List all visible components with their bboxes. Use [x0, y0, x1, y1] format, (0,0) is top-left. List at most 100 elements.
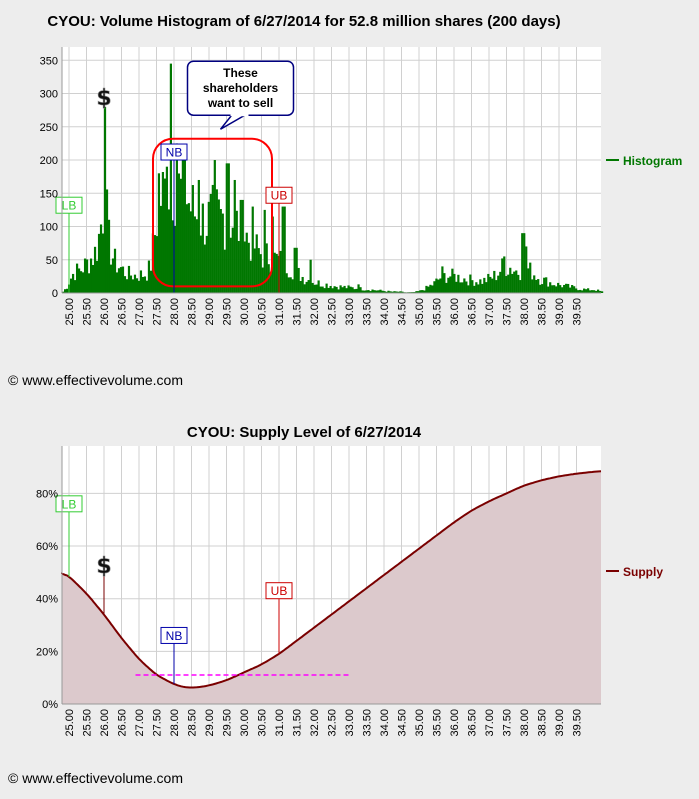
histogram-bar — [537, 279, 540, 293]
histogram-bar — [535, 279, 538, 293]
histogram-bar — [337, 289, 340, 293]
histogram-bar — [157, 173, 161, 293]
histogram-bar — [209, 193, 212, 293]
histogram-bar — [213, 160, 216, 293]
histogram-bar — [237, 240, 240, 293]
histogram-bar — [291, 279, 294, 293]
histogram-x-tick: 26.00 — [99, 298, 111, 326]
histogram-legend-label: Histogram — [623, 154, 682, 168]
histogram-bar — [377, 290, 380, 293]
histogram-nb-label-text: NB — [166, 146, 183, 160]
supply-x-tick: 37.50 — [502, 709, 514, 737]
histogram-bar — [503, 256, 506, 293]
histogram-bar — [419, 290, 422, 293]
histogram-bar — [461, 282, 464, 293]
histogram-bar — [169, 63, 172, 294]
histogram-bar — [115, 272, 119, 293]
histogram-bar — [301, 276, 304, 293]
histogram-bar — [563, 284, 566, 293]
histogram-bar — [319, 286, 322, 293]
histogram-bar — [345, 288, 348, 293]
histogram-ub-label-box — [265, 186, 293, 204]
histogram-bar — [161, 172, 165, 293]
histogram-bar — [85, 259, 89, 293]
histogram-bar — [389, 291, 392, 293]
histogram-bar — [253, 248, 256, 293]
histogram-y-tick: 50 — [46, 255, 58, 267]
histogram-bar — [229, 237, 232, 293]
histogram-bar — [259, 254, 262, 293]
histogram-bar — [275, 253, 278, 293]
histogram-x-tick: 31.00 — [274, 298, 286, 326]
histogram-bar — [453, 273, 456, 293]
histogram-bar — [517, 274, 520, 293]
histogram-bar — [247, 242, 250, 293]
supply-nb-label-text: NB — [166, 629, 183, 643]
histogram-bar — [529, 262, 532, 293]
histogram-bar — [305, 281, 308, 293]
histogram-bar — [519, 280, 522, 293]
histogram-y-tick: 250 — [40, 122, 58, 134]
histogram-bar — [595, 290, 598, 293]
histogram-bar — [77, 268, 81, 293]
histogram-bar — [585, 289, 588, 293]
supply-x-tick: 27.50 — [152, 709, 164, 737]
histogram-bar — [65, 288, 69, 293]
histogram-bar — [155, 236, 159, 293]
histogram-bar — [471, 280, 474, 293]
histogram-bar — [355, 288, 358, 293]
supply-legend-label: Supply — [623, 565, 663, 579]
supply-y-tick: 0% — [42, 699, 58, 711]
histogram-bar — [175, 143, 178, 293]
supply-x-tick: 35.50 — [432, 709, 444, 737]
supply-ticks: 0% 20% 40% 60% 80% 25.00 25.50 26.00 26.50 27.00 2… — [36, 488, 584, 736]
histogram-bar — [87, 273, 91, 293]
histogram-bar — [487, 273, 490, 293]
histogram-bar — [473, 285, 476, 293]
histogram-bar — [399, 291, 402, 293]
supply-ub-label-text: UB — [271, 584, 288, 598]
histogram-bar — [601, 291, 604, 293]
histogram-bar — [437, 279, 440, 293]
histogram-bar — [539, 284, 542, 293]
histogram-bar — [205, 235, 208, 293]
histogram-bar — [385, 291, 388, 293]
histogram-bar — [533, 275, 536, 293]
histogram-bar — [379, 289, 382, 293]
histogram-bar — [509, 267, 512, 293]
histogram-bar — [565, 283, 568, 293]
histogram-bar — [457, 274, 460, 293]
histogram-bar — [135, 278, 139, 293]
callout-line: shareholders — [203, 81, 279, 95]
histogram-bar — [125, 279, 129, 293]
histogram-x-tick: 35.50 — [432, 298, 444, 326]
histogram-bar — [597, 289, 600, 293]
histogram-bar — [159, 205, 163, 293]
supply-ub-label-box — [265, 582, 293, 600]
histogram-bar — [567, 283, 570, 293]
histogram-bar — [227, 163, 230, 293]
histogram-bar — [553, 285, 556, 293]
supply-dollar-marker: $ — [96, 554, 111, 579]
histogram-bar — [375, 290, 378, 293]
supply-x-tick: 36.00 — [449, 709, 461, 737]
histogram-bar — [187, 203, 190, 293]
histogram-bar — [225, 163, 228, 293]
histogram-title: CYOU: Volume Histogram of 6/27/2014 for … — [47, 13, 560, 30]
histogram-bar — [137, 280, 141, 293]
supply-x-tick: 34.50 — [397, 709, 409, 737]
histogram-bar — [263, 209, 266, 293]
volume-histogram-chart: CYOU: Volume Histogram of 6/27/2014 for … — [40, 13, 683, 326]
histogram-bar — [285, 273, 288, 293]
histogram-bar — [63, 289, 67, 293]
histogram-bar — [245, 232, 248, 293]
histogram-bar — [545, 277, 548, 293]
histogram-x-tick: 34.50 — [397, 298, 409, 326]
histogram-bar — [507, 274, 510, 293]
histogram-bar — [105, 189, 109, 293]
histogram-bar — [79, 271, 83, 293]
histogram-bar — [203, 244, 206, 293]
supply-x-tick: 32.00 — [309, 709, 321, 737]
supply-x-tick: 39.50 — [572, 709, 584, 737]
histogram-bar — [309, 259, 312, 293]
